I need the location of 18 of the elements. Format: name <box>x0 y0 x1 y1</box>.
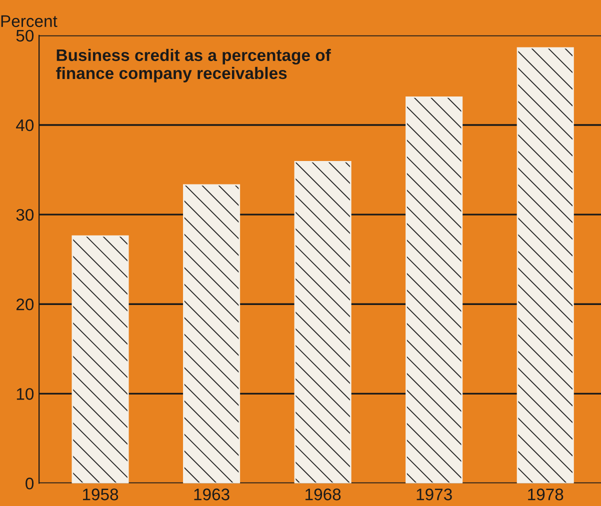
bar <box>406 96 463 484</box>
bar <box>516 47 574 484</box>
y-tick-label: 10 <box>16 388 34 400</box>
y-axis-title: Percent <box>1 15 58 28</box>
x-tick-label: 1978 <box>528 488 564 500</box>
y-tick-label: 30 <box>16 208 34 221</box>
y-tick-label: 40 <box>16 119 34 132</box>
x-tick-label: 1958 <box>83 488 118 500</box>
y-tick-label: 50 <box>16 30 34 42</box>
y-tick-label: 0 <box>26 478 34 490</box>
bar <box>183 184 240 484</box>
x-tick-label: 1963 <box>194 488 230 500</box>
text: Business credit as a percentage of finance company receivables <box>56 48 331 82</box>
y-tick-label: 20 <box>16 298 34 310</box>
bar <box>72 235 129 484</box>
x-tick-label: 1973 <box>416 488 452 500</box>
bar <box>294 161 352 484</box>
x-tick-label: 1968 <box>306 488 341 500</box>
